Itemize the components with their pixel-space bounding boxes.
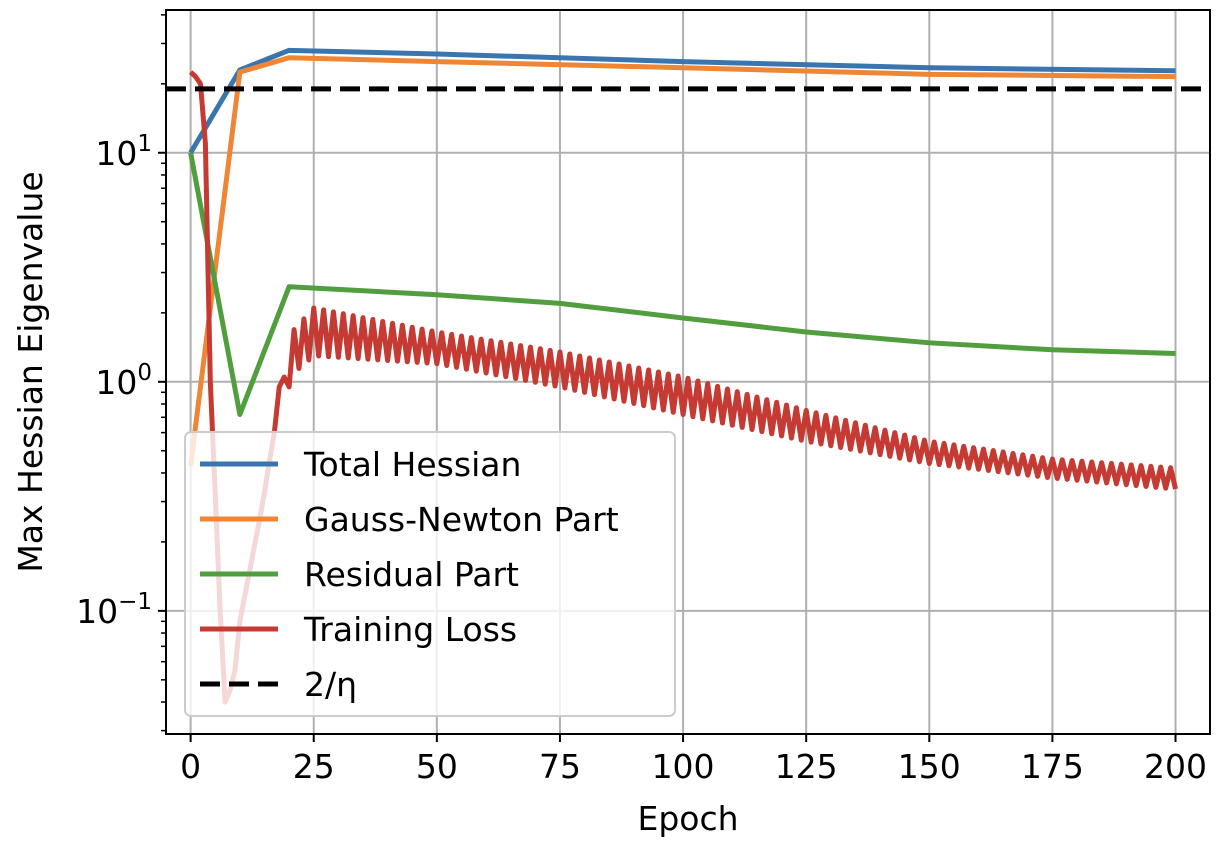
x-tick-label: 75 [539,747,581,786]
legend-label-2-: 2/η [304,665,357,704]
y-tick-label: 10−1 [76,589,152,631]
legend: Total Hessian Gauss-Newton Part Residual P… [184,431,676,717]
x-tick-label: 25 [293,747,335,786]
tick-layer: 0 25 50 75 100 125 150 175 200 10−1 100 101 [76,14,1207,786]
legend-label-residual-part: Residual Part [304,555,519,594]
y-tick-label: 100 [95,360,152,402]
grid-layer [166,10,1210,734]
x-axis-label: Epoch [637,799,738,838]
x-tick-label: 175 [1021,747,1084,786]
legend-label-gauss-newton-part: Gauss-Newton Part [304,500,619,539]
x-tick-label: 0 [180,747,201,786]
x-tick-label: 50 [416,747,458,786]
series-line-residual-part [188,152,1176,417]
legend-label-total-hessian: Total Hessian [303,445,521,484]
y-tick-label: 101 [95,131,152,173]
y-axis-label: Max Hessian Eigenvalue [11,171,50,572]
x-tick-label: 200 [1144,747,1207,786]
series-line-gauss-newton-part [188,55,1176,467]
x-tick-label: 100 [652,747,715,786]
legend-label-training-loss: Training Loss [303,610,517,649]
series-line-training-loss [188,70,1178,705]
legend-box [184,431,676,717]
series-layer [166,47,1210,705]
plot-frame [165,9,1211,735]
x-tick-label: 125 [775,747,838,786]
x-tick-label: 150 [898,747,961,786]
